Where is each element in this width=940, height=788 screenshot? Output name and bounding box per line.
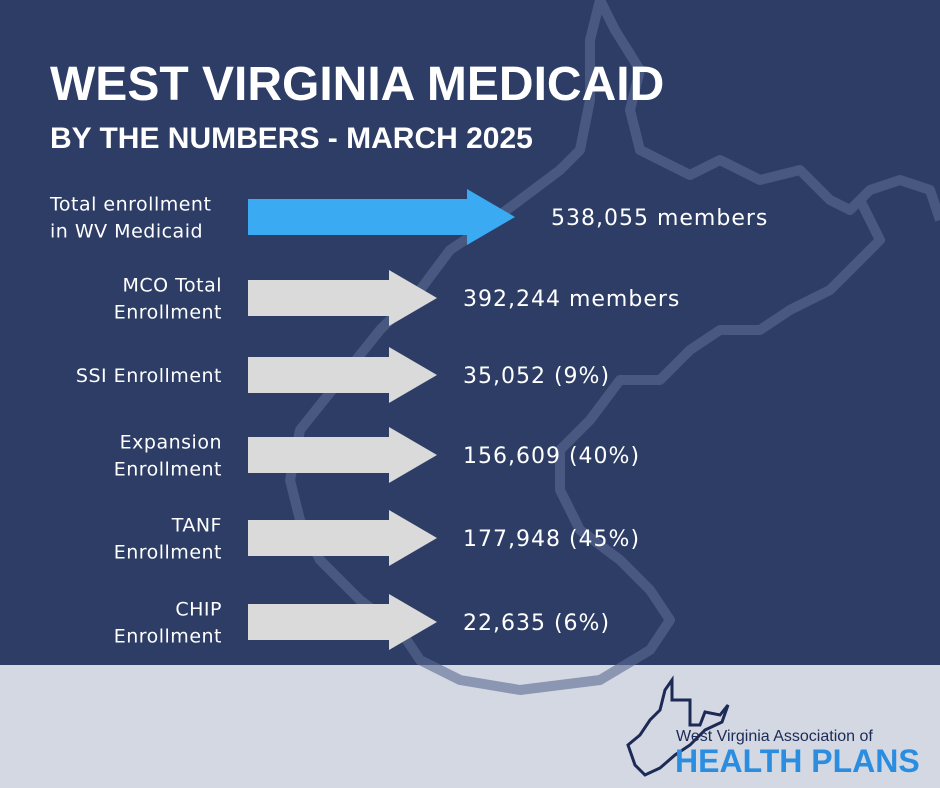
row-value: 22,635 (6%) <box>463 611 610 636</box>
logo: West Virginia Association of HEALTH PLAN… <box>626 675 920 779</box>
row-label: Enrollment <box>114 459 222 481</box>
row-label: MCO Total <box>122 275 222 297</box>
background <box>0 0 940 665</box>
subtitle: BY THE NUMBERS - MARCH 2025 <box>50 122 533 155</box>
row-label: Enrollment <box>114 302 222 324</box>
arrow <box>248 594 437 650</box>
row-label: Expansion <box>120 432 222 454</box>
logo-line2: HEALTH PLANS <box>675 743 920 779</box>
arrow <box>248 270 437 326</box>
arrow <box>248 347 437 403</box>
row-label: CHIP <box>175 599 222 621</box>
row-label: in WV Medicaid <box>50 221 203 243</box>
arrow <box>248 427 437 483</box>
row-label: SSI Enrollment <box>76 365 222 387</box>
rows: Total enrollment in WV Medicaid 538,055 me… <box>49 189 768 650</box>
row-label: Enrollment <box>114 542 222 564</box>
logo-outline <box>626 675 730 777</box>
row-label: Enrollment <box>114 626 222 648</box>
logo-line1: West Virginia Association of <box>676 728 873 745</box>
row-value: 392,244 members <box>463 287 680 312</box>
row-label: TANF <box>171 515 222 537</box>
arrow <box>248 510 437 566</box>
arrow <box>248 189 515 245</box>
row-label: Total enrollment <box>49 194 211 216</box>
row-value: 177,948 (45%) <box>463 527 640 552</box>
title: WEST VIRGINIA MEDICAID <box>50 58 664 111</box>
row-value: 156,609 (40%) <box>463 444 640 469</box>
row-value: 35,052 (9%) <box>463 364 610 389</box>
row-value: 538,055 members <box>551 206 768 231</box>
